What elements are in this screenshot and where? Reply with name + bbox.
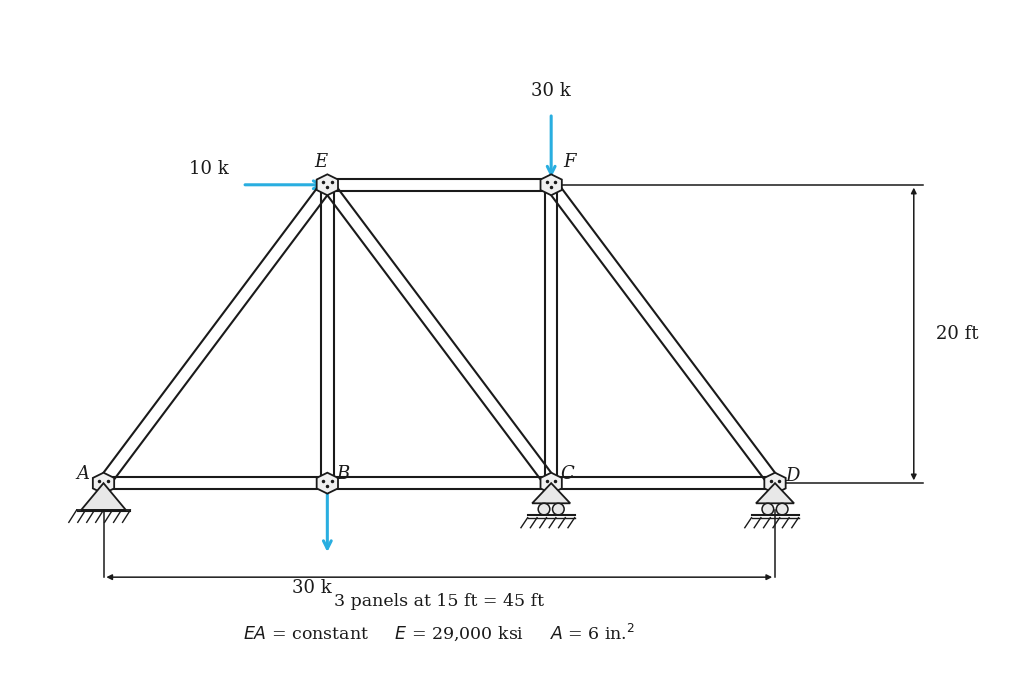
Circle shape <box>776 503 788 515</box>
Circle shape <box>553 503 564 515</box>
Text: B: B <box>336 465 349 483</box>
Polygon shape <box>328 477 551 489</box>
Text: F: F <box>563 153 575 171</box>
Polygon shape <box>764 473 785 493</box>
Circle shape <box>539 503 550 515</box>
Polygon shape <box>541 174 562 196</box>
Polygon shape <box>328 178 551 191</box>
Polygon shape <box>98 181 333 487</box>
Polygon shape <box>545 184 557 483</box>
Text: 3 panels at 15 ft = 45 ft: 3 panels at 15 ft = 45 ft <box>334 593 544 610</box>
Polygon shape <box>103 477 328 489</box>
Polygon shape <box>546 181 780 487</box>
Polygon shape <box>323 181 556 487</box>
Polygon shape <box>81 483 126 510</box>
Text: A: A <box>77 465 90 483</box>
Text: 20 ft: 20 ft <box>936 325 979 343</box>
Polygon shape <box>93 473 114 493</box>
Polygon shape <box>316 174 338 196</box>
Text: 30 k: 30 k <box>531 82 571 100</box>
Text: C: C <box>560 465 573 483</box>
Polygon shape <box>322 184 334 483</box>
Text: E: E <box>314 153 328 171</box>
Text: 10 k: 10 k <box>189 160 228 178</box>
Text: 30 k: 30 k <box>292 580 332 598</box>
Polygon shape <box>532 483 570 503</box>
Text: $EA$ = constant     $E$ = 29,000 ksi     $A$ = 6 in.$^{2}$: $EA$ = constant $E$ = 29,000 ksi $A$ = 6… <box>243 622 635 643</box>
Polygon shape <box>551 477 775 489</box>
Text: D: D <box>785 467 800 486</box>
Polygon shape <box>541 473 562 493</box>
Polygon shape <box>756 483 794 503</box>
Circle shape <box>762 503 774 515</box>
Polygon shape <box>316 473 338 493</box>
